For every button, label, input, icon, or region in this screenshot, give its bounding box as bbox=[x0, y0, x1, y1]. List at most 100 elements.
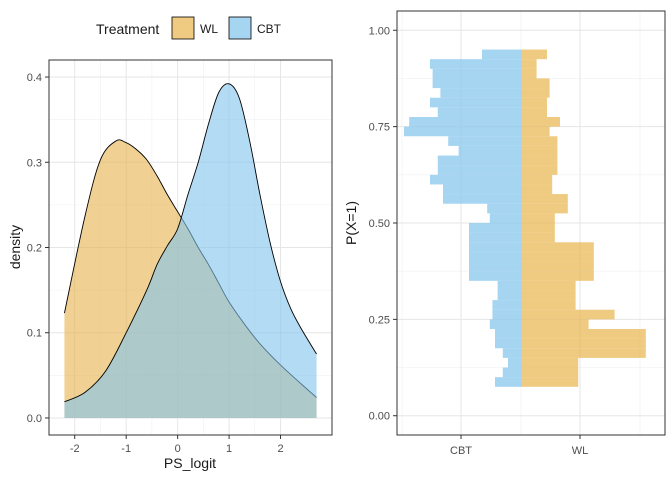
histogram-bar-wl bbox=[521, 290, 576, 301]
density-x-tick-label: -1 bbox=[121, 443, 131, 455]
histogram-bar-cbt bbox=[432, 78, 521, 89]
histogram-ticks: CBT WL 0.00 0.25 0.50 0.75 1.00 bbox=[369, 25, 589, 457]
histogram-panel: CBT WL 0.00 0.25 0.50 0.75 1.00 P(X=1) bbox=[343, 10, 666, 457]
histogram-bar-cbt bbox=[489, 213, 521, 223]
density-y-tick-label: 0.1 bbox=[27, 328, 42, 340]
histogram-bar-cbt bbox=[437, 107, 521, 117]
density-y-tick-label: 0.2 bbox=[27, 243, 42, 255]
histogram-bar-wl bbox=[521, 223, 555, 233]
histogram-y-tick-label: 1.00 bbox=[369, 25, 390, 37]
histogram-bar-wl bbox=[521, 271, 594, 281]
density-areas bbox=[63, 83, 317, 418]
histogram-bar-wl bbox=[521, 194, 568, 204]
histogram-bar-wl bbox=[521, 184, 553, 195]
histogram-bar-wl bbox=[521, 59, 537, 69]
density-x-axis-title: PS_logit bbox=[164, 455, 216, 471]
density-panel: -2 -1 0 1 2 0.0 0.1 0.2 0.3 0.4 PS_logit density bbox=[7, 59, 333, 471]
histogram-bar-wl bbox=[521, 49, 547, 60]
density-y-tick-label: 0.3 bbox=[27, 157, 42, 169]
histogram-bar-wl bbox=[521, 78, 550, 89]
density-x-tick-label: 2 bbox=[277, 443, 283, 455]
histogram-bar-cbt bbox=[458, 145, 521, 156]
histogram-bar-cbt bbox=[492, 300, 521, 310]
legend-key-cbt bbox=[228, 16, 252, 40]
histogram-bar-cbt bbox=[409, 117, 521, 127]
histogram-bar-wl bbox=[521, 174, 553, 185]
histogram-bar-cbt bbox=[487, 203, 521, 214]
histogram-bar-wl bbox=[521, 107, 547, 117]
density-y-tick-label: 0.4 bbox=[27, 72, 42, 84]
histogram-bar-wl bbox=[521, 367, 579, 378]
histogram-y-tick-label: 0.75 bbox=[369, 122, 390, 134]
histogram-bar-wl bbox=[521, 203, 568, 214]
histogram-bar-wl bbox=[521, 126, 550, 137]
histogram-bar-wl bbox=[521, 280, 576, 291]
histogram-bar-wl bbox=[521, 88, 550, 98]
histogram-bar-wl bbox=[521, 242, 594, 252]
histogram-bar-wl bbox=[521, 136, 558, 146]
histogram-bar-wl bbox=[521, 251, 594, 262]
histogram-y-tick-label: 0.25 bbox=[369, 314, 390, 326]
histogram-bar-cbt bbox=[508, 357, 521, 368]
histogram-bar-cbt bbox=[443, 194, 521, 204]
histogram-bar-wl bbox=[521, 319, 589, 329]
histogram-bar-cbt bbox=[437, 165, 521, 175]
histogram-bar-wl bbox=[521, 232, 555, 243]
histogram-bar-wl bbox=[521, 155, 558, 166]
density-line-cbt bbox=[64, 83, 317, 403]
density-y-tick-label: 0.0 bbox=[27, 413, 42, 425]
histogram-bar-cbt bbox=[469, 271, 521, 281]
histogram-bar-wl bbox=[521, 145, 558, 156]
histogram-bar-cbt bbox=[502, 367, 521, 378]
histogram-bar-cbt bbox=[448, 136, 521, 146]
histogram-bar-cbt bbox=[469, 261, 521, 272]
histogram-bar-cbt bbox=[430, 59, 521, 69]
histogram-bar-cbt bbox=[469, 242, 521, 252]
histogram-x-tick-label: WL bbox=[572, 445, 589, 457]
histogram-bar-cbt bbox=[495, 338, 521, 349]
histogram-bar-wl bbox=[521, 97, 547, 108]
legend-key-wl bbox=[171, 16, 195, 40]
density-ticks: -2 -1 0 1 2 0.0 0.1 0.2 0.3 0.4 bbox=[27, 72, 284, 455]
histogram-bar-cbt bbox=[440, 88, 521, 98]
density-x-tick-label: 1 bbox=[226, 443, 232, 455]
histogram-bar-wl bbox=[521, 261, 594, 272]
histogram-bar-wl bbox=[521, 213, 555, 223]
histogram-bar-cbt bbox=[443, 184, 521, 195]
histogram-bar-cbt bbox=[497, 290, 521, 301]
density-y-axis-title: density bbox=[7, 225, 23, 269]
histogram-bar-cbt bbox=[469, 232, 521, 243]
histogram-bars bbox=[404, 49, 646, 387]
legend-label-wl: WL bbox=[200, 22, 218, 36]
histogram-bar-wl bbox=[521, 165, 558, 175]
histogram-bar-cbt bbox=[437, 155, 521, 166]
histogram-bar-wl bbox=[521, 309, 615, 320]
histogram-y-tick-label: 0.00 bbox=[369, 411, 390, 423]
histogram-bar-cbt bbox=[489, 319, 521, 329]
histogram-bar-cbt bbox=[502, 348, 521, 358]
histogram-bar-wl bbox=[521, 68, 537, 79]
density-x-tick-label: -2 bbox=[70, 443, 80, 455]
density-x-tick-label: 0 bbox=[175, 443, 181, 455]
histogram-bar-cbt bbox=[430, 97, 521, 108]
legend-label-cbt: CBT bbox=[257, 22, 282, 36]
histogram-bar-wl bbox=[521, 329, 646, 339]
histogram-x-tick-label: CBT bbox=[450, 445, 472, 457]
histogram-bar-wl bbox=[521, 357, 579, 368]
legend-title: Treatment bbox=[96, 21, 159, 37]
histogram-bar-cbt bbox=[432, 68, 521, 79]
histogram-bar-cbt bbox=[404, 126, 521, 137]
histogram-bar-wl bbox=[521, 338, 646, 349]
legend: Treatment WL CBT bbox=[96, 16, 282, 40]
histogram-bar-wl bbox=[521, 348, 646, 358]
histogram-y-tick-label: 0.50 bbox=[369, 218, 390, 230]
histogram-bar-wl bbox=[521, 300, 576, 310]
histogram-bar-cbt bbox=[430, 174, 521, 185]
histogram-bar-wl bbox=[521, 377, 579, 387]
histogram-bar-cbt bbox=[469, 251, 521, 262]
histogram-bar-cbt bbox=[495, 377, 521, 387]
histogram-bar-cbt bbox=[482, 49, 521, 60]
histogram-bar-cbt bbox=[469, 223, 521, 233]
histogram-y-axis-title: P(X=1) bbox=[343, 201, 359, 245]
